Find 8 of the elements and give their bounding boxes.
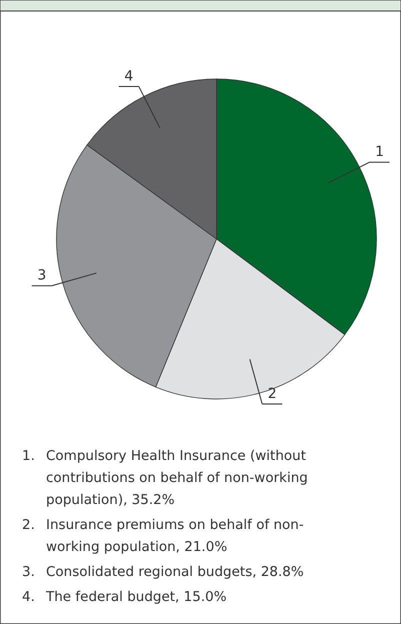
text: 2. Insurance premiums on behalf of non-working population, 21.0%	[22, 517, 304, 555]
text: 4. The federal budget, 15.0%	[22, 589, 227, 605]
slice-label: 1	[375, 144, 384, 160]
slice-label: 2	[268, 386, 277, 402]
slice-label: 3	[37, 268, 46, 284]
slice-label: 4	[124, 68, 134, 84]
text: 1. Compulsory Health Insurance (without contributions on behalf of non-working population), 35.2%	[22, 448, 308, 508]
text: 3. Consolidated regional budgets, 28.8%	[22, 564, 304, 580]
